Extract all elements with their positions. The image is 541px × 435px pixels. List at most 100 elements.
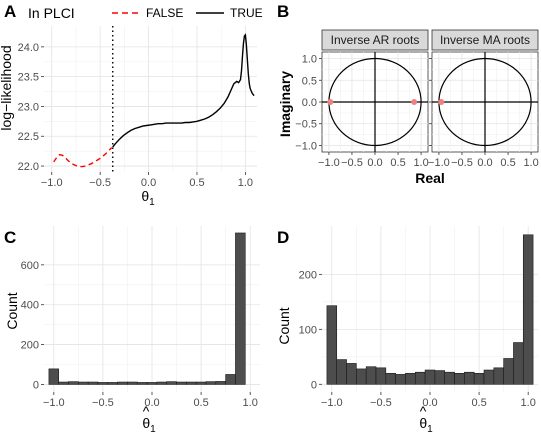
b-facet-2-x-tick-label: 1.0 — [523, 157, 538, 169]
panel-letter-a: A — [4, 2, 16, 21]
x-axis-title-b: Real — [415, 170, 445, 186]
d-y-tick-label: 100 — [299, 324, 317, 336]
b-facet-2-x-tick-label: 0.0 — [477, 157, 492, 169]
a-x-tick-label: −0.5 — [89, 177, 111, 189]
d-x-tick-label: −1.0 — [321, 397, 343, 409]
d-y-tick-label: 200 — [299, 269, 317, 281]
c-bar — [78, 381, 89, 385]
c-bar — [48, 368, 60, 385]
b-facet-1-root-point — [327, 99, 334, 105]
b-facet-2-x-tick-label: 0.5 — [500, 157, 515, 169]
c-x-tick-label: −1.0 — [43, 397, 65, 409]
d-bar — [395, 374, 406, 385]
c-bar — [166, 381, 177, 385]
d-bar — [522, 234, 534, 385]
a-y-tick-label: 22.5 — [18, 131, 39, 143]
legend-title: In PLCI — [28, 5, 75, 21]
d-bar — [483, 369, 495, 385]
x-axis-title-d-base: θ — [419, 415, 427, 431]
c-bar — [146, 382, 158, 385]
panel-letter-b: B — [277, 2, 289, 21]
y-axis-title-a: log−likelihood — [0, 45, 14, 130]
d-bar — [346, 363, 357, 385]
b-facet-2-strip — [431, 29, 539, 51]
c-y-tick-label: 0 — [33, 379, 39, 391]
d-bar — [473, 373, 485, 385]
x-axis-title-d-hat: ^ — [420, 403, 427, 419]
c-x-tick-label: 0.0 — [144, 397, 159, 409]
c-bar — [235, 232, 246, 385]
d-bar — [375, 367, 387, 385]
d-x-tick-label: 0.0 — [422, 397, 437, 409]
c-bar — [195, 381, 207, 385]
d-bar — [424, 369, 436, 385]
d-bar — [513, 342, 524, 385]
panel-c: C −1.0 −0.5 0.0 0.5 1.0 0 200 400 600 Count θ1 ^ — [4, 226, 260, 435]
x-axis-title-a-base: θ — [141, 188, 149, 204]
d-y-tick-label: 0 — [311, 379, 317, 391]
d-bar — [454, 373, 465, 385]
panel-letter-c: C — [4, 228, 16, 247]
x-axis-title-a-sub: 1 — [149, 197, 155, 208]
plot-area-a: −1.0 −0.5 0.0 0.5 1.0 22.0 22.5 23.0 23.5 24.0 — [18, 26, 257, 189]
a-x-tick-label: −1.0 — [41, 177, 63, 189]
c-bar — [225, 374, 236, 385]
c-bar — [87, 381, 99, 385]
y-axis-title-c: Count — [4, 292, 20, 329]
c-bar — [156, 381, 168, 385]
panel-letter-d: D — [277, 228, 289, 247]
d-bar — [405, 373, 416, 385]
b-facet-1-x-tick-label: 0.0 — [367, 157, 382, 169]
a-y-tick-label: 22.0 — [18, 161, 39, 173]
legend-true-label: TRUE — [230, 6, 263, 20]
c-bar — [97, 382, 109, 385]
b-facet-1-x-tick-label: 1.0 — [413, 157, 428, 169]
b-facet-1-y-tick-label: 0.0 — [302, 97, 317, 109]
b-facet-1-y-tick-label: −0.5 — [295, 119, 317, 131]
y-axis-title-b: Imaginary — [277, 71, 293, 137]
x-axis-title-a: θ1 — [141, 188, 155, 208]
a-y-tick-label: 24.0 — [18, 42, 39, 54]
c-bar — [205, 381, 217, 385]
d-bar — [493, 367, 504, 385]
b-facet-1-x-tick-label: −0.5 — [341, 157, 363, 169]
x-axis-title-c-hat: ^ — [143, 403, 150, 419]
d-x-tick-label: 1.0 — [521, 397, 536, 409]
c-bar — [186, 381, 197, 385]
c-x-tick-label: 0.5 — [193, 397, 208, 409]
b-facet-1-x-tick-label: −1.0 — [318, 157, 340, 169]
legend-false-label: FALSE — [146, 6, 183, 20]
x-axis-title-d-sub: 1 — [427, 424, 433, 435]
panel-a: A In PLCI FALSE TRUE −1.0 −0.5 0.0 0.5 1.0 22… — [0, 2, 263, 208]
d-bar — [503, 358, 514, 385]
d-bar — [444, 371, 455, 385]
d-bar — [326, 305, 338, 385]
b-facet-2-x-tick-label: −1.0 — [428, 157, 450, 169]
c-bar — [215, 381, 226, 385]
a-x-tick-label: 1.0 — [238, 177, 253, 189]
panel-d: D −1.0 −0.5 0.0 0.5 1.0 0 100 200 Count θ1 ^ — [276, 226, 538, 435]
c-bar — [58, 381, 69, 385]
c-y-tick-label: 200 — [21, 340, 39, 352]
x-axis-title-c: θ1 — [142, 415, 156, 435]
x-axis-title-d: θ1 — [419, 415, 433, 435]
plot-area-b: Inverse AR roots−1.0 −0.5 0.0 0.5 1.0−1.0−0.… — [295, 29, 539, 169]
b-facet-1-strip — [321, 29, 429, 51]
c-bar — [176, 381, 187, 385]
a-panel-bg — [44, 26, 257, 172]
c-bar — [68, 381, 79, 385]
plot-area-d: −1.0 −0.5 0.0 0.5 1.0 0 100 200 — [299, 226, 538, 409]
a-series-true — [112, 33, 255, 148]
a-y-tick-label: 23.0 — [18, 101, 39, 113]
legend-a: In PLCI FALSE TRUE — [28, 5, 263, 21]
d-bar — [365, 366, 377, 385]
b-facet-2-x-tick-label: −0.5 — [451, 157, 473, 169]
plot-area-c: −1.0 −0.5 0.0 0.5 1.0 0 200 400 600 — [21, 226, 260, 409]
b-facet-1-x-tick-label: 0.5 — [390, 157, 405, 169]
b-facet-1-y-tick-label: 1.0 — [302, 54, 317, 66]
c-x-tick-label: 1.0 — [243, 397, 258, 409]
x-axis-title-c-sub: 1 — [150, 424, 156, 435]
x-axis-title-c-base: θ — [142, 415, 150, 431]
b-facet-1-y-tick-label: 0.5 — [302, 75, 317, 87]
c-bar — [107, 382, 118, 385]
